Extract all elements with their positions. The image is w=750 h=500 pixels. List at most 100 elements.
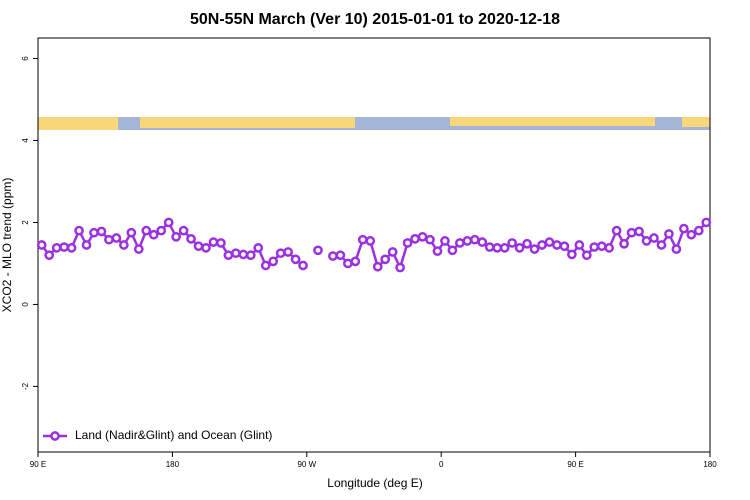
land bbox=[140, 117, 355, 128]
point bbox=[81, 240, 92, 250]
point bbox=[671, 244, 682, 254]
point bbox=[148, 229, 159, 240]
point bbox=[499, 243, 510, 253]
point bbox=[455, 238, 465, 248]
point bbox=[186, 234, 196, 244]
legend-label: Land (Nadir&Glint) and Ocean (Glint) bbox=[75, 428, 272, 442]
point bbox=[537, 240, 547, 250]
point bbox=[402, 238, 413, 248]
point bbox=[425, 234, 435, 245]
point bbox=[298, 260, 308, 271]
point bbox=[74, 225, 84, 236]
point bbox=[89, 227, 99, 238]
y-tick-label: -2 bbox=[21, 382, 30, 390]
point bbox=[36, 240, 47, 250]
point bbox=[395, 262, 405, 273]
point bbox=[440, 236, 450, 246]
y-tick-label: 6 bbox=[21, 56, 30, 61]
point bbox=[529, 244, 540, 254]
x-tick-label: 180 bbox=[166, 460, 180, 469]
point bbox=[641, 236, 652, 246]
point bbox=[133, 244, 144, 254]
point bbox=[223, 250, 234, 261]
point bbox=[44, 250, 55, 261]
point bbox=[664, 229, 674, 239]
land-ocean-band bbox=[38, 117, 710, 130]
land bbox=[682, 117, 710, 127]
point bbox=[59, 242, 69, 252]
point bbox=[380, 254, 391, 265]
point bbox=[365, 236, 376, 246]
point bbox=[574, 240, 585, 250]
point bbox=[268, 256, 279, 267]
point bbox=[522, 238, 532, 249]
point bbox=[604, 243, 615, 253]
point bbox=[544, 237, 555, 247]
point bbox=[119, 240, 129, 250]
point bbox=[357, 234, 368, 245]
point bbox=[96, 226, 107, 237]
x-tick-label: 90 W bbox=[297, 460, 316, 469]
point bbox=[507, 238, 517, 248]
chart-title: 50N-55N March (Ver 10) 2015-01-01 to 202… bbox=[190, 11, 560, 28]
x-tick-label: 0 bbox=[439, 460, 444, 469]
point bbox=[51, 243, 62, 253]
legend-marker bbox=[50, 431, 60, 441]
y-tick-label: 0 bbox=[21, 302, 30, 307]
point bbox=[245, 250, 256, 261]
point bbox=[701, 217, 712, 228]
point bbox=[328, 251, 338, 261]
point bbox=[417, 231, 428, 242]
point bbox=[387, 247, 398, 257]
point bbox=[469, 234, 480, 245]
point bbox=[193, 241, 204, 252]
point bbox=[343, 258, 353, 269]
point bbox=[350, 256, 361, 267]
point bbox=[104, 234, 114, 245]
point bbox=[589, 242, 600, 252]
point bbox=[611, 225, 622, 236]
point bbox=[514, 243, 525, 253]
point bbox=[111, 233, 122, 243]
point bbox=[477, 237, 488, 247]
point bbox=[447, 245, 458, 256]
land bbox=[450, 117, 655, 126]
point bbox=[552, 240, 562, 250]
point bbox=[238, 249, 249, 260]
point bbox=[410, 234, 420, 244]
point bbox=[260, 260, 271, 271]
point bbox=[619, 238, 629, 249]
x-tick-label: 180 bbox=[703, 460, 717, 469]
land bbox=[38, 117, 118, 130]
point bbox=[679, 223, 689, 234]
point bbox=[126, 227, 137, 238]
point bbox=[484, 242, 495, 252]
y-tick-label: 2 bbox=[21, 220, 30, 225]
point bbox=[335, 250, 346, 261]
point bbox=[626, 227, 637, 238]
point bbox=[141, 225, 152, 236]
point bbox=[686, 229, 697, 240]
point bbox=[178, 225, 189, 236]
point bbox=[462, 236, 473, 246]
y-axis-label: XCO2 - MLO trend (ppm) bbox=[0, 178, 14, 313]
y-tick-label: 4 bbox=[21, 138, 30, 143]
point bbox=[313, 245, 323, 256]
point bbox=[596, 241, 607, 252]
point bbox=[649, 233, 659, 243]
x-tick-label: 90 E bbox=[30, 460, 46, 469]
point bbox=[559, 241, 570, 252]
point bbox=[216, 238, 226, 248]
point bbox=[290, 254, 301, 265]
point bbox=[66, 243, 77, 253]
point bbox=[567, 249, 577, 260]
point bbox=[163, 217, 174, 228]
point bbox=[283, 247, 293, 257]
point bbox=[492, 243, 503, 253]
point bbox=[432, 246, 443, 256]
point bbox=[372, 261, 383, 272]
point bbox=[156, 225, 167, 236]
